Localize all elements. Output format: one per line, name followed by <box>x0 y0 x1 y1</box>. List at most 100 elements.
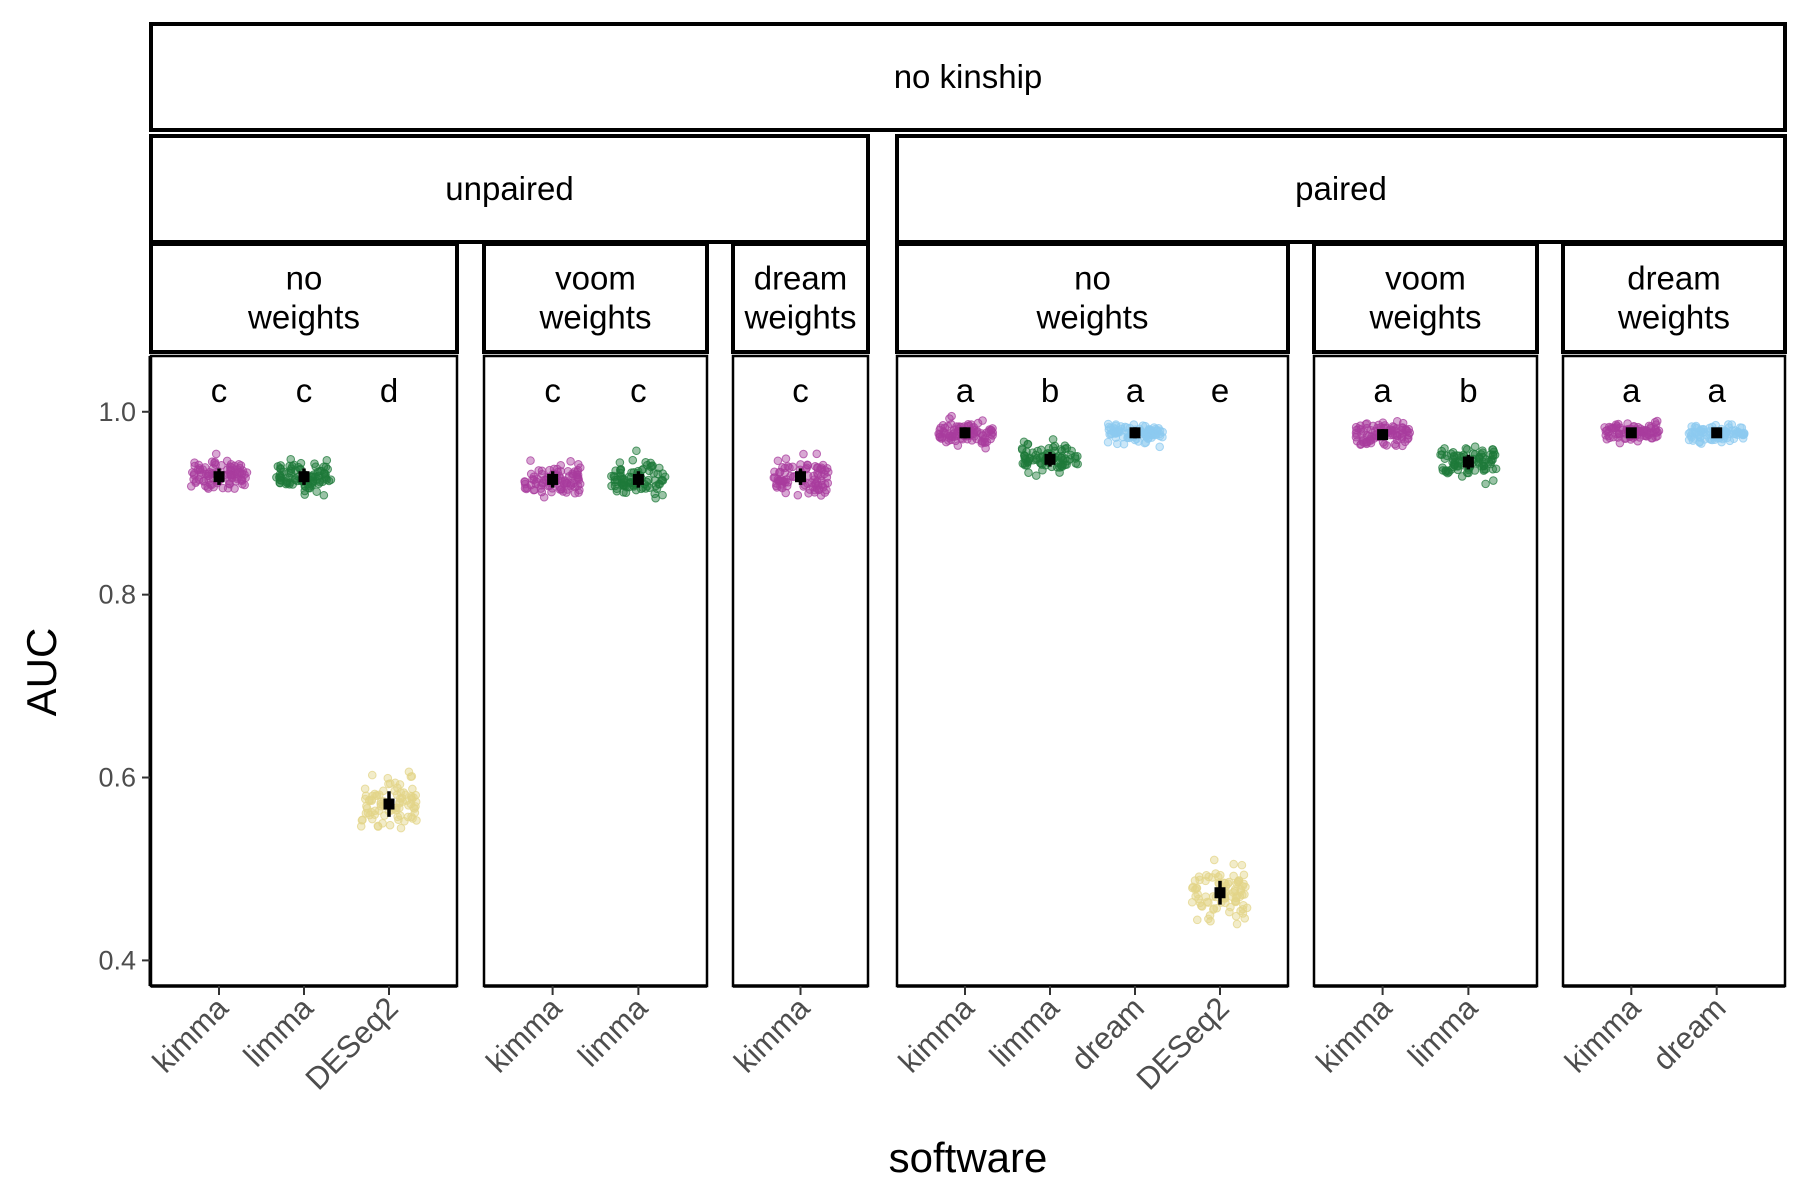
replicate-point <box>1070 452 1080 461</box>
replicate-point <box>1229 859 1238 869</box>
replicate-point <box>778 462 787 472</box>
replicate-point <box>813 470 823 480</box>
replicate-point <box>539 492 549 502</box>
significance-letter: c <box>544 372 561 409</box>
replicate-point <box>1366 434 1375 444</box>
strip-paired-voom-weights-label-line: voom <box>1385 260 1466 297</box>
replicate-point <box>1031 471 1041 480</box>
replicate-point <box>619 481 629 490</box>
replicate-point <box>276 463 285 473</box>
replicate-point <box>1390 426 1399 435</box>
replicate-point <box>358 815 367 825</box>
replicate-point <box>367 795 376 805</box>
replicate-point <box>934 429 943 439</box>
replicate-point <box>1688 436 1698 445</box>
significance-letter: a <box>1708 372 1727 409</box>
replicate-point <box>616 468 625 478</box>
replicate-point <box>1203 897 1212 907</box>
strip-paired-label-line: paired <box>1295 170 1387 207</box>
replicate-point <box>813 463 822 472</box>
replicate-point <box>1024 468 1033 477</box>
replicate-point <box>1352 425 1361 435</box>
replicate-point <box>1240 914 1250 923</box>
replicate-point <box>1398 441 1407 451</box>
replicate-point <box>1382 441 1391 450</box>
replicate-point <box>1361 419 1371 429</box>
category-paired-dream-weights-dream: a <box>1684 372 1749 448</box>
panel-border <box>1312 354 1539 988</box>
strip-unpaired-voom-weights-label-line: weights <box>539 299 652 336</box>
significance-letter: a <box>1622 372 1641 409</box>
replicate-point <box>395 797 404 807</box>
replicate-point <box>573 474 583 484</box>
replicate-point <box>788 462 797 472</box>
replicate-point <box>1188 882 1198 892</box>
replicate-point <box>411 802 420 811</box>
replicate-point <box>1103 437 1113 447</box>
replicate-point <box>982 437 992 447</box>
significance-letter: b <box>1459 372 1477 409</box>
replicate-point <box>375 790 384 800</box>
significance-letter: c <box>211 372 228 409</box>
replicate-point <box>570 467 580 476</box>
replicate-point <box>1390 439 1400 449</box>
replicate-point <box>610 472 619 482</box>
replicate-point <box>310 459 319 468</box>
replicate-point <box>402 796 412 805</box>
replicate-point <box>370 810 380 819</box>
replicate-point <box>977 429 986 438</box>
replicate-point <box>321 472 330 481</box>
strip-paired-dream-weights-label-line: dream <box>1627 260 1721 297</box>
strip-unpaired-no-weights-label-line: weights <box>247 299 360 336</box>
strip-paired-dream-weights-label-line: weights <box>1617 299 1730 336</box>
significance-letter: c <box>792 372 809 409</box>
replicate-point <box>651 481 661 491</box>
mean-point <box>1377 429 1389 441</box>
replicate-point <box>1403 433 1413 443</box>
replicate-point <box>1020 451 1029 460</box>
mean-point <box>632 473 644 485</box>
replicate-point <box>1437 450 1447 459</box>
replicate-point <box>1644 430 1654 440</box>
replicate-point <box>1191 891 1200 901</box>
replicate-point <box>236 461 246 470</box>
category-paired-no-weights-dream: a <box>1103 372 1167 452</box>
replicate-point <box>781 454 791 463</box>
replicate-point <box>783 478 793 487</box>
replicate-point <box>407 771 417 781</box>
replicate-point <box>1481 479 1490 489</box>
category-unpaired-voom-weights-kimma: c <box>520 372 585 502</box>
replicate-point <box>812 449 822 459</box>
mean-point <box>1462 456 1474 468</box>
strip-no-kinship: no kinship <box>149 22 1787 132</box>
strip-no-kinship-label-line: no kinship <box>894 58 1043 95</box>
replicate-point <box>943 429 953 439</box>
replicate-point <box>1063 456 1072 466</box>
replicate-point <box>396 823 406 833</box>
replicate-point <box>804 488 813 498</box>
replicate-point <box>658 469 668 478</box>
replicate-point <box>1237 890 1247 900</box>
replicate-point <box>977 439 987 448</box>
replicate-point <box>1231 896 1241 906</box>
facet-strips: no kinshipunpairednoweightsvoomweightsdr… <box>149 22 1787 354</box>
replicate-point <box>385 820 395 830</box>
replicate-point <box>378 819 387 828</box>
replicate-point <box>1488 445 1498 454</box>
replicate-point <box>1032 454 1042 463</box>
replicate-point <box>315 476 324 485</box>
replicate-point <box>1650 417 1660 427</box>
replicate-point <box>986 425 996 435</box>
x-axis-title: software <box>889 1134 1048 1181</box>
panel-border <box>482 354 709 988</box>
replicate-point <box>287 464 296 473</box>
category-paired-voom-weights-kimma: a <box>1351 372 1415 451</box>
replicate-point <box>1201 876 1210 886</box>
replicate-point <box>1356 440 1365 449</box>
replicate-point <box>820 479 830 489</box>
